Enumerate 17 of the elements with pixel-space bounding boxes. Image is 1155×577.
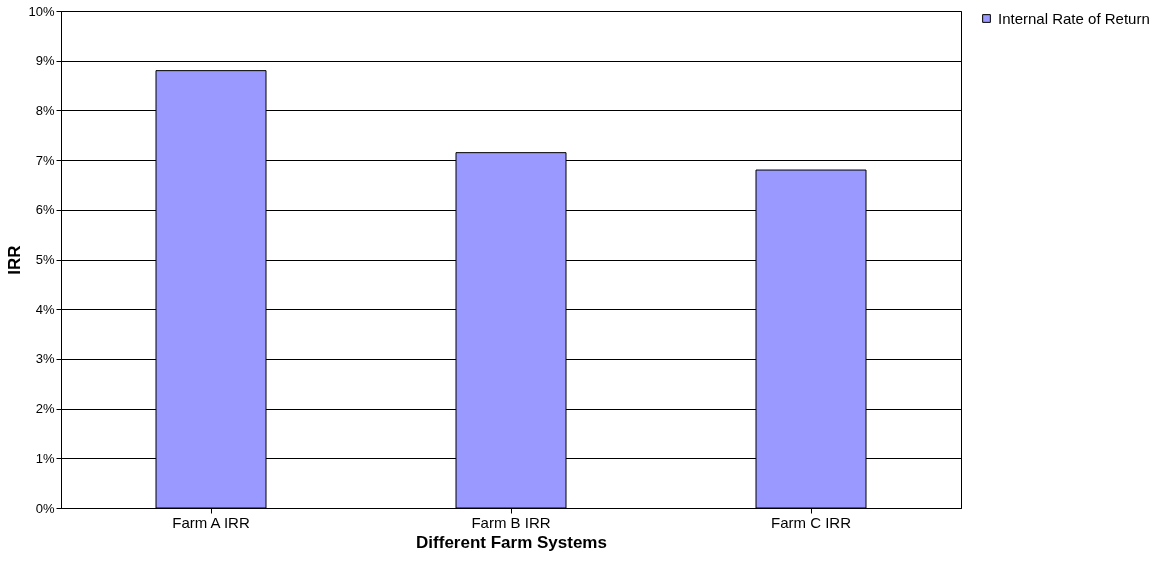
- y-tick-label: 7%: [35, 152, 55, 168]
- y-tick-label: 3%: [35, 351, 55, 367]
- x-tick-label: Farm C IRR: [771, 513, 852, 531]
- y-tick-label: 1%: [35, 450, 55, 466]
- x-tick-label: Farm A IRR: [172, 513, 250, 531]
- y-tick-label: 2%: [35, 401, 55, 417]
- y-axis-title: IRR: [5, 245, 25, 275]
- y-tick-label: 10%: [28, 3, 55, 19]
- legend-label: Internal Rate of Return: [998, 9, 1150, 27]
- x-axis-title: Different Farm Systems: [416, 532, 607, 552]
- y-tick-label: 5%: [35, 252, 55, 267]
- y-tick-label: 9%: [35, 53, 55, 69]
- y-tick-label: 8%: [35, 102, 55, 118]
- x-tick-label: Farm B IRR: [471, 513, 551, 531]
- y-tick-label: 6%: [35, 202, 55, 218]
- y-tick-label: 4%: [35, 301, 55, 317]
- y-tick-label: 0%: [35, 500, 55, 516]
